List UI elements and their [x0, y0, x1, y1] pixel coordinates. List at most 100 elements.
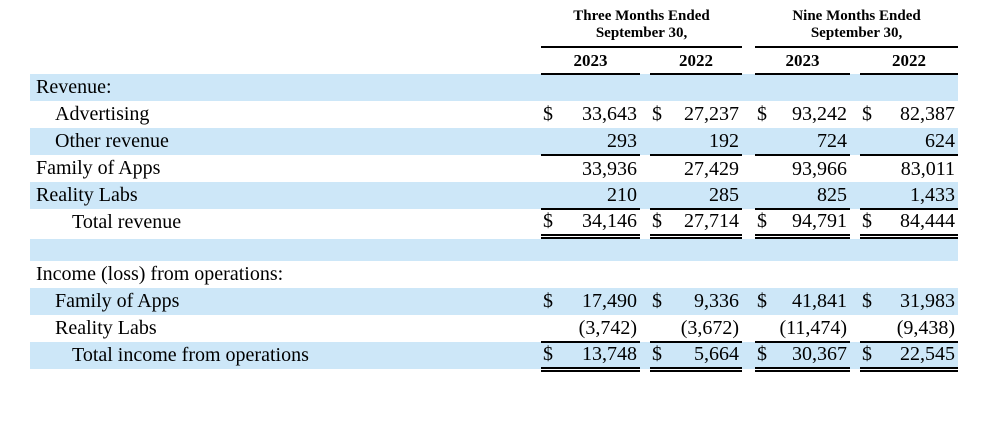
value-cell: 624	[876, 128, 959, 156]
value-cell: 27,237	[684, 103, 740, 125]
column-gap	[640, 101, 650, 128]
value-cell	[876, 261, 958, 288]
currency-cell	[755, 261, 771, 288]
column-gap	[742, 74, 755, 101]
currency-cell	[860, 182, 877, 210]
column-gap	[742, 261, 755, 288]
currency-cell	[860, 74, 876, 101]
column-gap	[850, 155, 860, 182]
value-cell: 724	[771, 128, 851, 156]
value-cell	[771, 74, 850, 101]
column-gap	[850, 47, 860, 74]
table-row-income-heading: Income (loss) from operations:	[30, 261, 958, 288]
currency-cell: $	[755, 209, 772, 239]
value-cell	[876, 74, 958, 101]
currency-cell	[860, 261, 876, 288]
currency-cell	[541, 128, 557, 156]
column-gap	[850, 101, 860, 128]
column-gap	[742, 209, 755, 236]
currency-cell: $	[650, 209, 666, 239]
column-gap	[850, 128, 860, 155]
currency-cell	[755, 182, 772, 210]
column-gap	[742, 288, 755, 315]
value-cell	[557, 74, 640, 101]
column-gap	[850, 209, 860, 236]
table-row-revenue-heading: Revenue:	[30, 74, 959, 101]
value-cell: 33,936	[582, 157, 637, 180]
currency-cell: $	[860, 342, 877, 372]
row-label: Income (loss) from operations:	[36, 263, 284, 285]
currency-cell	[650, 315, 666, 343]
period-header-nine-months: Nine Months Ended September 30,	[755, 8, 959, 48]
value-cell: 22,545	[876, 342, 959, 372]
currency-cell: $	[757, 103, 768, 125]
value-cell: 34,146	[557, 209, 640, 239]
value-cell: 82,387	[900, 103, 956, 125]
column-gap	[640, 128, 650, 155]
value-cell: 13,748	[557, 342, 640, 372]
value-cell: 192	[666, 128, 743, 156]
column-gap	[850, 342, 860, 369]
currency-cell	[650, 128, 666, 156]
column-gap	[742, 128, 755, 155]
column-gap	[742, 315, 755, 342]
column-gap	[640, 315, 650, 342]
currency-cell: $	[652, 103, 662, 125]
currency-cell: $	[541, 209, 557, 239]
year-header: 2022	[860, 47, 959, 75]
currency-cell	[541, 261, 557, 288]
value-cell: 33,643	[582, 103, 637, 125]
currency-cell	[650, 155, 666, 182]
value-cell: 41,841	[792, 290, 848, 312]
column-gap	[742, 8, 755, 47]
table-row-reality-labs-revenue: Reality Labs 210 285 825 1,433	[30, 182, 959, 210]
currency-cell	[650, 182, 666, 210]
table-row-other-revenue: Other revenue 293 192 724 624	[30, 128, 959, 156]
currency-cell	[755, 155, 771, 182]
column-gap	[742, 155, 755, 182]
currency-cell: $	[652, 290, 662, 312]
period-header-row: Three Months Ended September 30, Nine Mo…	[30, 8, 959, 48]
value-cell: 285	[666, 182, 743, 210]
value-cell: 83,011	[900, 157, 956, 180]
currency-cell: $	[860, 209, 877, 239]
column-gap	[742, 182, 755, 209]
value-cell: 293	[557, 128, 640, 156]
row-label: Total revenue	[72, 211, 182, 233]
table-row-family-of-apps-income: Family of Apps $ 17,490 $ 9,336 $ 41,841…	[30, 288, 959, 315]
year-header-row: 2023 2022 2023 2022	[30, 47, 959, 75]
table-row-total-revenue: Total revenue $ 34,146 $ 27,714 $ 94,791…	[30, 209, 959, 239]
value-cell: (9,438)	[876, 315, 959, 343]
column-gap	[640, 342, 650, 369]
column-gap	[850, 74, 860, 101]
currency-cell: $	[543, 103, 553, 125]
year-header: 2023	[755, 47, 851, 75]
header-spacer	[30, 8, 541, 47]
column-gap	[640, 209, 650, 236]
column-gap	[640, 288, 650, 315]
period-header-three-months: Three Months Ended September 30,	[541, 8, 743, 48]
column-gap	[640, 74, 650, 101]
value-cell	[666, 74, 742, 101]
table-row-family-of-apps-revenue: Family of Apps 33,936 27,429 93,966 83,0…	[30, 155, 958, 182]
currency-cell	[860, 155, 876, 182]
value-cell: 825	[771, 182, 851, 210]
value-cell: 5,664	[666, 342, 743, 372]
year-header: 2022	[650, 47, 743, 75]
currency-cell	[755, 74, 771, 101]
table-row-reality-labs-income: Reality Labs (3,742) (3,672) (11,474) (9…	[30, 315, 959, 343]
column-gap	[850, 182, 860, 209]
currency-cell: $	[650, 342, 666, 372]
value-cell: (3,742)	[557, 315, 640, 343]
value-cell: 31,983	[900, 290, 956, 312]
value-cell: 1,433	[876, 182, 959, 210]
row-label: Other revenue	[55, 130, 169, 152]
currency-cell	[650, 261, 666, 288]
column-gap	[640, 182, 650, 209]
value-cell	[666, 261, 742, 288]
spacer-row	[30, 236, 959, 261]
currency-cell	[541, 155, 557, 182]
value-cell: 27,429	[684, 157, 740, 180]
table-row-total-income-from-operations: Total income from operations $ 13,748 $ …	[30, 342, 959, 372]
